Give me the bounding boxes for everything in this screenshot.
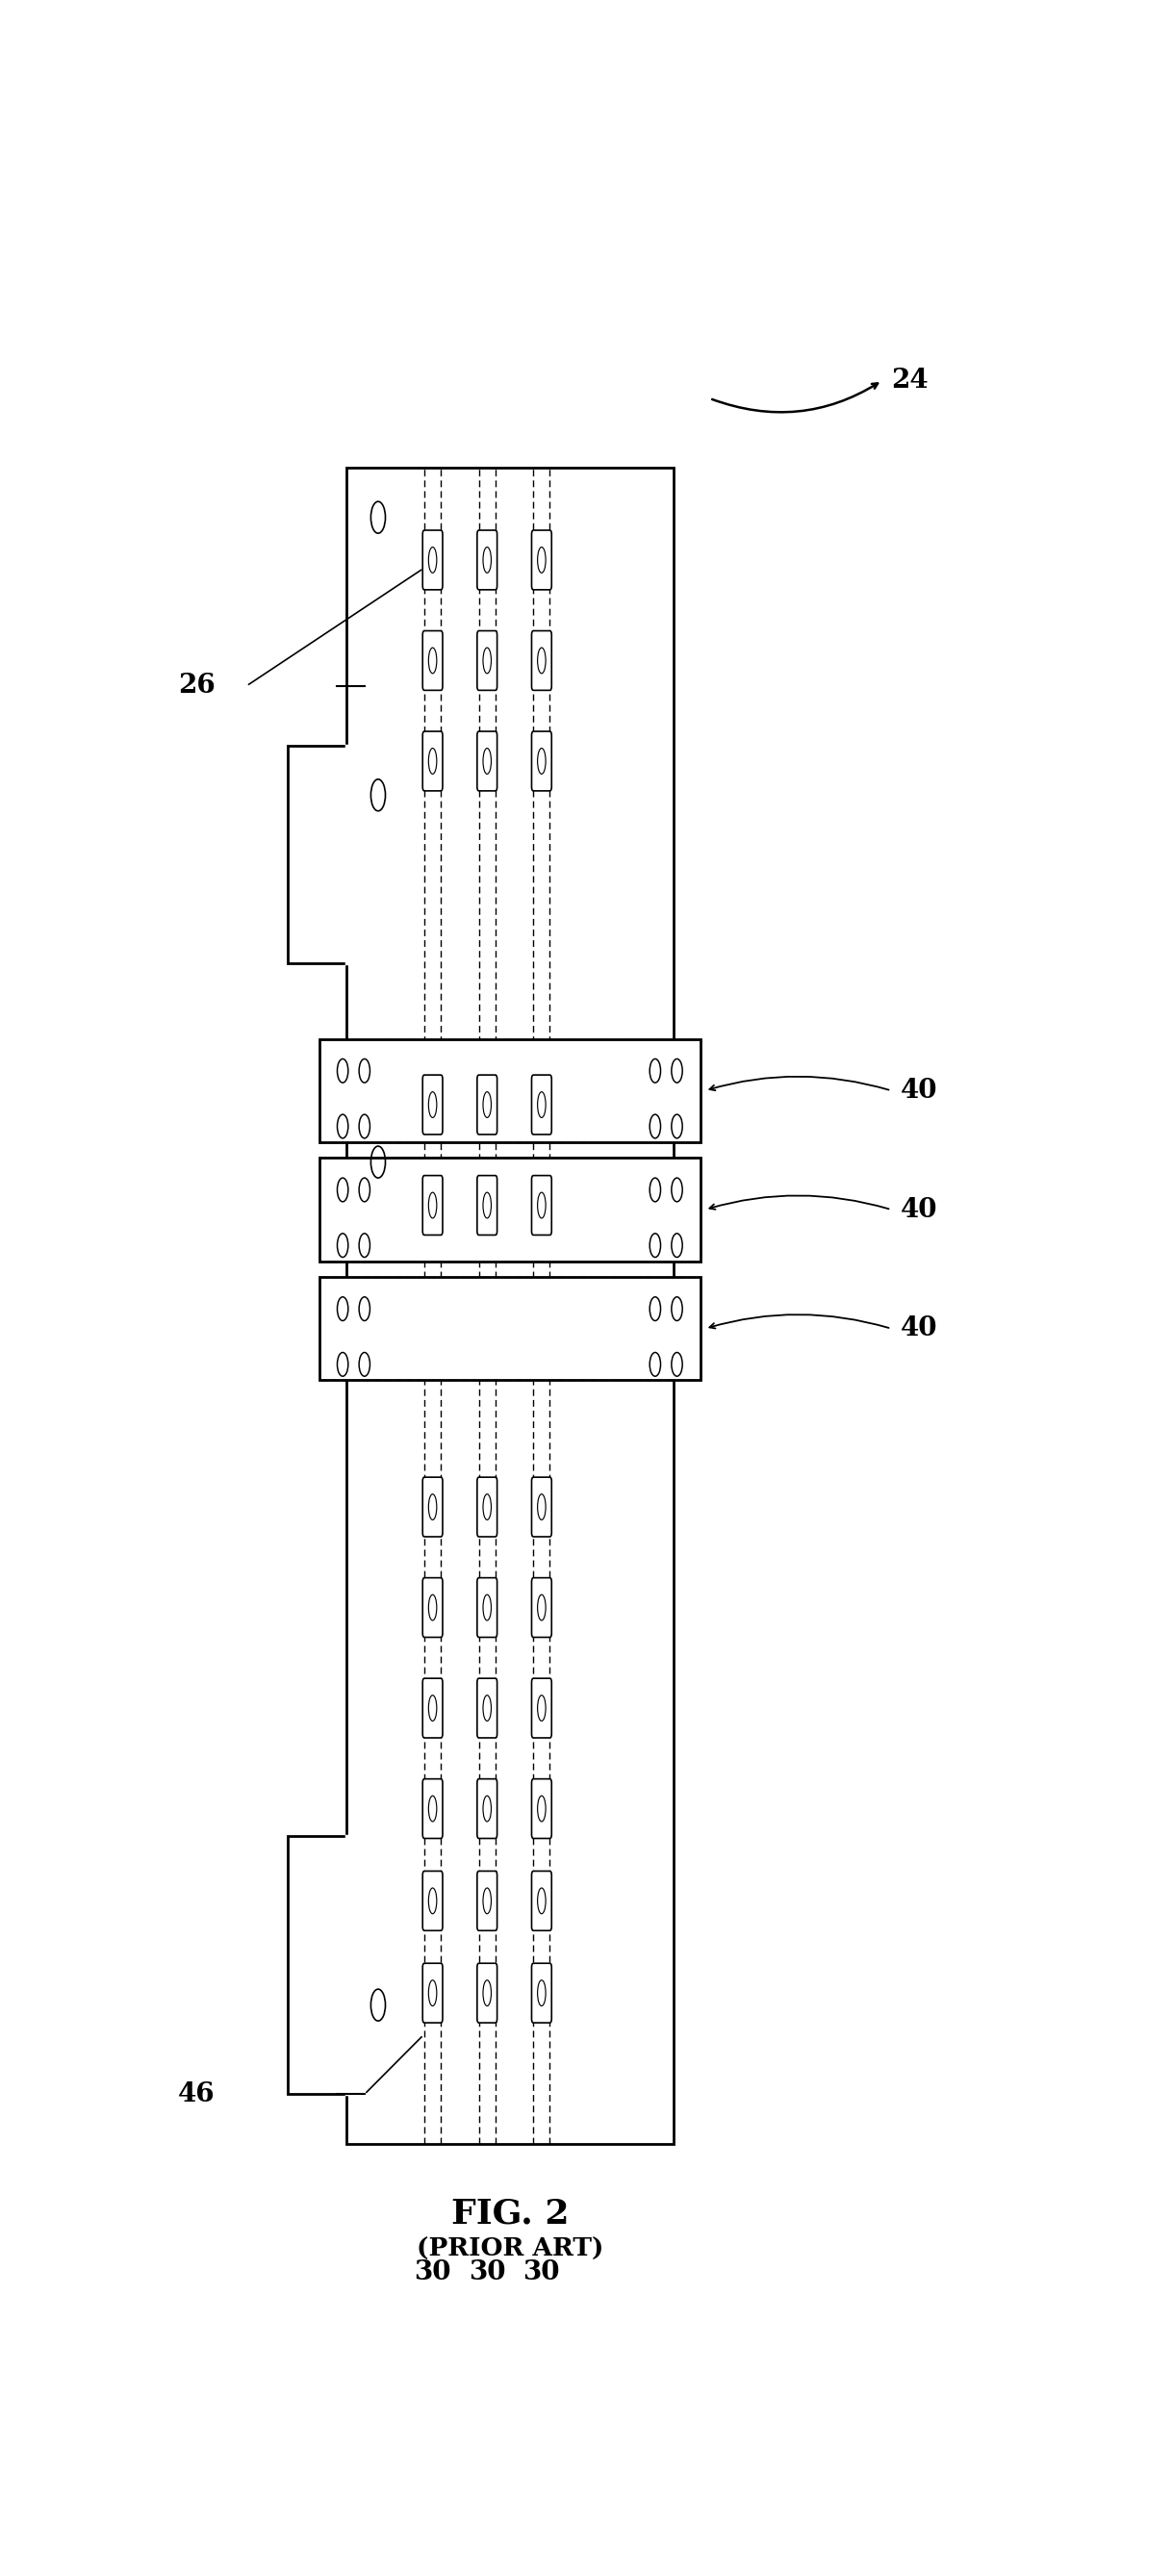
- FancyBboxPatch shape: [532, 631, 552, 690]
- Text: FIG. 2: FIG. 2: [451, 2197, 568, 2231]
- Ellipse shape: [483, 1193, 491, 1218]
- Bar: [287, 744, 347, 963]
- FancyBboxPatch shape: [423, 1175, 443, 1234]
- FancyBboxPatch shape: [423, 631, 443, 690]
- Ellipse shape: [538, 1695, 546, 1721]
- Ellipse shape: [429, 1695, 437, 1721]
- Ellipse shape: [483, 647, 491, 672]
- FancyBboxPatch shape: [532, 1074, 552, 1133]
- Ellipse shape: [429, 546, 437, 572]
- Ellipse shape: [483, 1092, 491, 1118]
- Ellipse shape: [483, 546, 491, 572]
- Ellipse shape: [429, 1595, 437, 1620]
- FancyBboxPatch shape: [423, 732, 443, 791]
- Ellipse shape: [483, 1795, 491, 1821]
- Text: 30: 30: [414, 2259, 451, 2285]
- FancyBboxPatch shape: [532, 531, 552, 590]
- FancyBboxPatch shape: [532, 1577, 552, 1638]
- FancyBboxPatch shape: [477, 1074, 497, 1133]
- Ellipse shape: [429, 1092, 437, 1118]
- Text: 24: 24: [891, 368, 928, 394]
- Bar: [347, 469, 673, 2143]
- FancyBboxPatch shape: [477, 631, 497, 690]
- Ellipse shape: [483, 1981, 491, 2007]
- Ellipse shape: [429, 647, 437, 672]
- FancyBboxPatch shape: [477, 732, 497, 791]
- Bar: [287, 1837, 347, 2094]
- FancyBboxPatch shape: [532, 1963, 552, 2022]
- Ellipse shape: [538, 747, 546, 773]
- FancyBboxPatch shape: [423, 1577, 443, 1638]
- FancyBboxPatch shape: [423, 1870, 443, 1929]
- FancyBboxPatch shape: [423, 1074, 443, 1133]
- Text: 46: 46: [178, 2081, 216, 2107]
- Ellipse shape: [429, 1795, 437, 1821]
- Ellipse shape: [483, 1888, 491, 1914]
- Ellipse shape: [483, 1595, 491, 1620]
- Ellipse shape: [429, 1888, 437, 1914]
- FancyBboxPatch shape: [477, 1175, 497, 1234]
- Ellipse shape: [538, 1795, 546, 1821]
- Ellipse shape: [538, 1981, 546, 2007]
- FancyBboxPatch shape: [532, 1780, 552, 1839]
- FancyBboxPatch shape: [423, 1680, 443, 1739]
- Ellipse shape: [429, 1981, 437, 2007]
- Ellipse shape: [538, 647, 546, 672]
- Ellipse shape: [483, 747, 491, 773]
- FancyBboxPatch shape: [532, 1680, 552, 1739]
- Ellipse shape: [538, 1595, 546, 1620]
- FancyBboxPatch shape: [477, 1680, 497, 1739]
- Text: 40: 40: [900, 1198, 938, 1224]
- Bar: [319, 1278, 701, 1381]
- FancyBboxPatch shape: [477, 1780, 497, 1839]
- FancyBboxPatch shape: [477, 531, 497, 590]
- Text: (PRIOR ART): (PRIOR ART): [416, 2236, 604, 2262]
- Ellipse shape: [538, 1494, 546, 1520]
- Ellipse shape: [429, 1193, 437, 1218]
- FancyBboxPatch shape: [477, 1476, 497, 1538]
- FancyBboxPatch shape: [423, 1780, 443, 1839]
- FancyBboxPatch shape: [532, 1476, 552, 1538]
- FancyBboxPatch shape: [477, 1870, 497, 1929]
- Ellipse shape: [538, 546, 546, 572]
- Text: 30: 30: [469, 2259, 505, 2285]
- FancyBboxPatch shape: [423, 1963, 443, 2022]
- FancyBboxPatch shape: [532, 1175, 552, 1234]
- FancyBboxPatch shape: [423, 1476, 443, 1538]
- FancyBboxPatch shape: [532, 1870, 552, 1929]
- Bar: [319, 1159, 701, 1262]
- Text: 40: 40: [900, 1077, 938, 1103]
- Ellipse shape: [538, 1092, 546, 1118]
- Ellipse shape: [538, 1888, 546, 1914]
- Bar: [319, 1038, 701, 1141]
- FancyBboxPatch shape: [477, 1577, 497, 1638]
- FancyBboxPatch shape: [477, 1963, 497, 2022]
- Ellipse shape: [483, 1695, 491, 1721]
- Text: 30: 30: [523, 2259, 560, 2285]
- Ellipse shape: [538, 1193, 546, 1218]
- Ellipse shape: [429, 1494, 437, 1520]
- Ellipse shape: [483, 1494, 491, 1520]
- Text: 26: 26: [178, 672, 216, 698]
- Text: 40: 40: [900, 1316, 938, 1342]
- FancyBboxPatch shape: [423, 531, 443, 590]
- Ellipse shape: [429, 747, 437, 773]
- FancyBboxPatch shape: [532, 732, 552, 791]
